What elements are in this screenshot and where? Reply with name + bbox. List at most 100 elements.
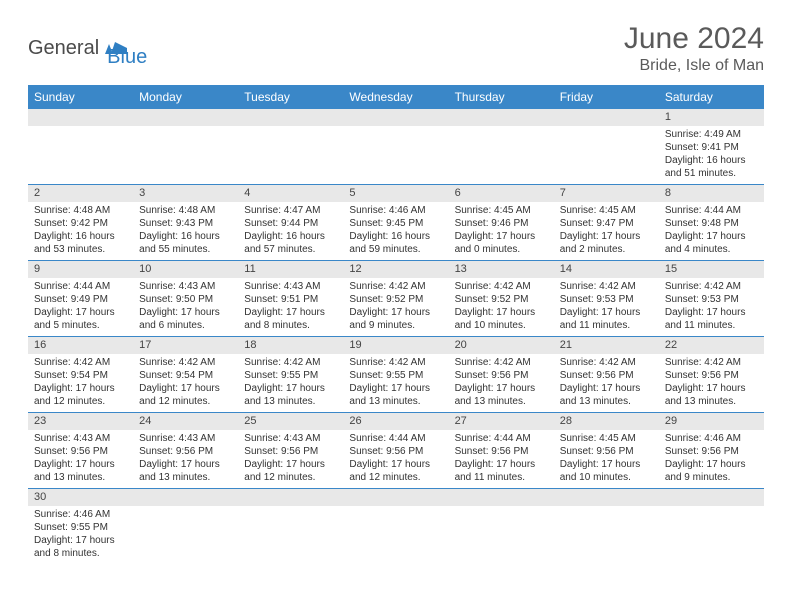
calendar-cell: 9Sunrise: 4:44 AMSunset: 9:49 PMDaylight… (28, 261, 133, 337)
daylight-text: Daylight: 17 hours and 11 minutes. (560, 306, 653, 332)
sunset-text: Sunset: 9:56 PM (665, 369, 758, 382)
day-number-empty (28, 109, 133, 126)
calendar-cell: 8Sunrise: 4:44 AMSunset: 9:48 PMDaylight… (659, 185, 764, 261)
day-number: 16 (28, 337, 133, 354)
page-title: June 2024 (624, 22, 764, 55)
day-number: 25 (238, 413, 343, 430)
day-details: Sunrise: 4:43 AMSunset: 9:56 PMDaylight:… (238, 430, 343, 487)
day-number-empty (659, 489, 764, 506)
day-number: 5 (343, 185, 448, 202)
calendar-cell: 13Sunrise: 4:42 AMSunset: 9:52 PMDayligh… (449, 261, 554, 337)
daylight-text: Daylight: 17 hours and 10 minutes. (455, 306, 548, 332)
day-number: 24 (133, 413, 238, 430)
day-details: Sunrise: 4:42 AMSunset: 9:56 PMDaylight:… (554, 354, 659, 411)
day-details: Sunrise: 4:42 AMSunset: 9:56 PMDaylight:… (659, 354, 764, 411)
day-details: Sunrise: 4:48 AMSunset: 9:42 PMDaylight:… (28, 202, 133, 259)
sunrise-text: Sunrise: 4:45 AM (560, 432, 653, 445)
day-details: Sunrise: 4:42 AMSunset: 9:56 PMDaylight:… (449, 354, 554, 411)
daylight-text: Daylight: 17 hours and 11 minutes. (665, 306, 758, 332)
daylight-text: Daylight: 17 hours and 12 minutes. (34, 382, 127, 408)
daylight-text: Daylight: 17 hours and 13 minutes. (349, 382, 442, 408)
sunset-text: Sunset: 9:52 PM (349, 293, 442, 306)
weekday-header: Tuesday (238, 85, 343, 109)
daylight-text: Daylight: 16 hours and 57 minutes. (244, 230, 337, 256)
weekday-header: Friday (554, 85, 659, 109)
calendar-cell: 19Sunrise: 4:42 AMSunset: 9:55 PMDayligh… (343, 337, 448, 413)
sunset-text: Sunset: 9:42 PM (34, 217, 127, 230)
day-number-empty (554, 109, 659, 126)
day-number: 19 (343, 337, 448, 354)
calendar-cell: 20Sunrise: 4:42 AMSunset: 9:56 PMDayligh… (449, 337, 554, 413)
day-number: 2 (28, 185, 133, 202)
calendar-cell: 4Sunrise: 4:47 AMSunset: 9:44 PMDaylight… (238, 185, 343, 261)
title-block: June 2024 Bride, Isle of Man (624, 22, 764, 75)
sunrise-text: Sunrise: 4:45 AM (455, 204, 548, 217)
day-number: 11 (238, 261, 343, 278)
day-number: 6 (449, 185, 554, 202)
sunrise-text: Sunrise: 4:45 AM (560, 204, 653, 217)
day-number-empty (554, 489, 659, 506)
calendar-row: 30Sunrise: 4:46 AMSunset: 9:55 PMDayligh… (28, 489, 764, 565)
sunrise-text: Sunrise: 4:43 AM (244, 280, 337, 293)
sunset-text: Sunset: 9:52 PM (455, 293, 548, 306)
weekday-header: Wednesday (343, 85, 448, 109)
daylight-text: Daylight: 17 hours and 12 minutes. (244, 458, 337, 484)
day-number-empty (133, 109, 238, 126)
sunrise-text: Sunrise: 4:43 AM (139, 280, 232, 293)
sunrise-text: Sunrise: 4:43 AM (244, 432, 337, 445)
calendar-table: SundayMondayTuesdayWednesdayThursdayFrid… (28, 85, 764, 564)
weekday-header: Saturday (659, 85, 764, 109)
calendar-body: 1Sunrise: 4:49 AMSunset: 9:41 PMDaylight… (28, 109, 764, 564)
daylight-text: Daylight: 16 hours and 51 minutes. (665, 154, 758, 180)
day-details: Sunrise: 4:44 AMSunset: 9:56 PMDaylight:… (343, 430, 448, 487)
calendar-cell (343, 489, 448, 565)
calendar-cell: 7Sunrise: 4:45 AMSunset: 9:47 PMDaylight… (554, 185, 659, 261)
day-number: 13 (449, 261, 554, 278)
daylight-text: Daylight: 17 hours and 12 minutes. (349, 458, 442, 484)
day-details: Sunrise: 4:42 AMSunset: 9:53 PMDaylight:… (554, 278, 659, 335)
calendar-cell: 16Sunrise: 4:42 AMSunset: 9:54 PMDayligh… (28, 337, 133, 413)
sunrise-text: Sunrise: 4:48 AM (139, 204, 232, 217)
calendar-cell (238, 109, 343, 185)
day-number: 15 (659, 261, 764, 278)
sunrise-text: Sunrise: 4:42 AM (455, 280, 548, 293)
day-number: 23 (28, 413, 133, 430)
calendar-cell: 11Sunrise: 4:43 AMSunset: 9:51 PMDayligh… (238, 261, 343, 337)
sunrise-text: Sunrise: 4:42 AM (349, 356, 442, 369)
calendar-cell (238, 489, 343, 565)
sunrise-text: Sunrise: 4:44 AM (349, 432, 442, 445)
daylight-text: Daylight: 17 hours and 9 minutes. (349, 306, 442, 332)
calendar-cell: 17Sunrise: 4:42 AMSunset: 9:54 PMDayligh… (133, 337, 238, 413)
calendar-cell: 15Sunrise: 4:42 AMSunset: 9:53 PMDayligh… (659, 261, 764, 337)
sunrise-text: Sunrise: 4:42 AM (349, 280, 442, 293)
sunset-text: Sunset: 9:41 PM (665, 141, 758, 154)
day-details: Sunrise: 4:45 AMSunset: 9:46 PMDaylight:… (449, 202, 554, 259)
day-number-empty (449, 489, 554, 506)
logo-text-blue: Blue (107, 46, 147, 68)
day-details: Sunrise: 4:47 AMSunset: 9:44 PMDaylight:… (238, 202, 343, 259)
sunset-text: Sunset: 9:43 PM (139, 217, 232, 230)
daylight-text: Daylight: 17 hours and 12 minutes. (139, 382, 232, 408)
sunset-text: Sunset: 9:54 PM (34, 369, 127, 382)
day-number: 17 (133, 337, 238, 354)
sunset-text: Sunset: 9:51 PM (244, 293, 337, 306)
daylight-text: Daylight: 17 hours and 8 minutes. (34, 534, 127, 560)
calendar-cell (449, 109, 554, 185)
sunrise-text: Sunrise: 4:43 AM (34, 432, 127, 445)
daylight-text: Daylight: 17 hours and 13 minutes. (665, 382, 758, 408)
sunrise-text: Sunrise: 4:44 AM (455, 432, 548, 445)
calendar-cell (133, 489, 238, 565)
day-number-empty (449, 109, 554, 126)
sunrise-text: Sunrise: 4:46 AM (34, 508, 127, 521)
day-number: 29 (659, 413, 764, 430)
daylight-text: Daylight: 17 hours and 6 minutes. (139, 306, 232, 332)
weekday-header-row: SundayMondayTuesdayWednesdayThursdayFrid… (28, 85, 764, 109)
day-number: 12 (343, 261, 448, 278)
day-details: Sunrise: 4:43 AMSunset: 9:51 PMDaylight:… (238, 278, 343, 335)
day-details: Sunrise: 4:42 AMSunset: 9:52 PMDaylight:… (449, 278, 554, 335)
sunset-text: Sunset: 9:50 PM (139, 293, 232, 306)
calendar-cell: 18Sunrise: 4:42 AMSunset: 9:55 PMDayligh… (238, 337, 343, 413)
day-number: 28 (554, 413, 659, 430)
calendar-cell: 23Sunrise: 4:43 AMSunset: 9:56 PMDayligh… (28, 413, 133, 489)
sunset-text: Sunset: 9:56 PM (349, 445, 442, 458)
